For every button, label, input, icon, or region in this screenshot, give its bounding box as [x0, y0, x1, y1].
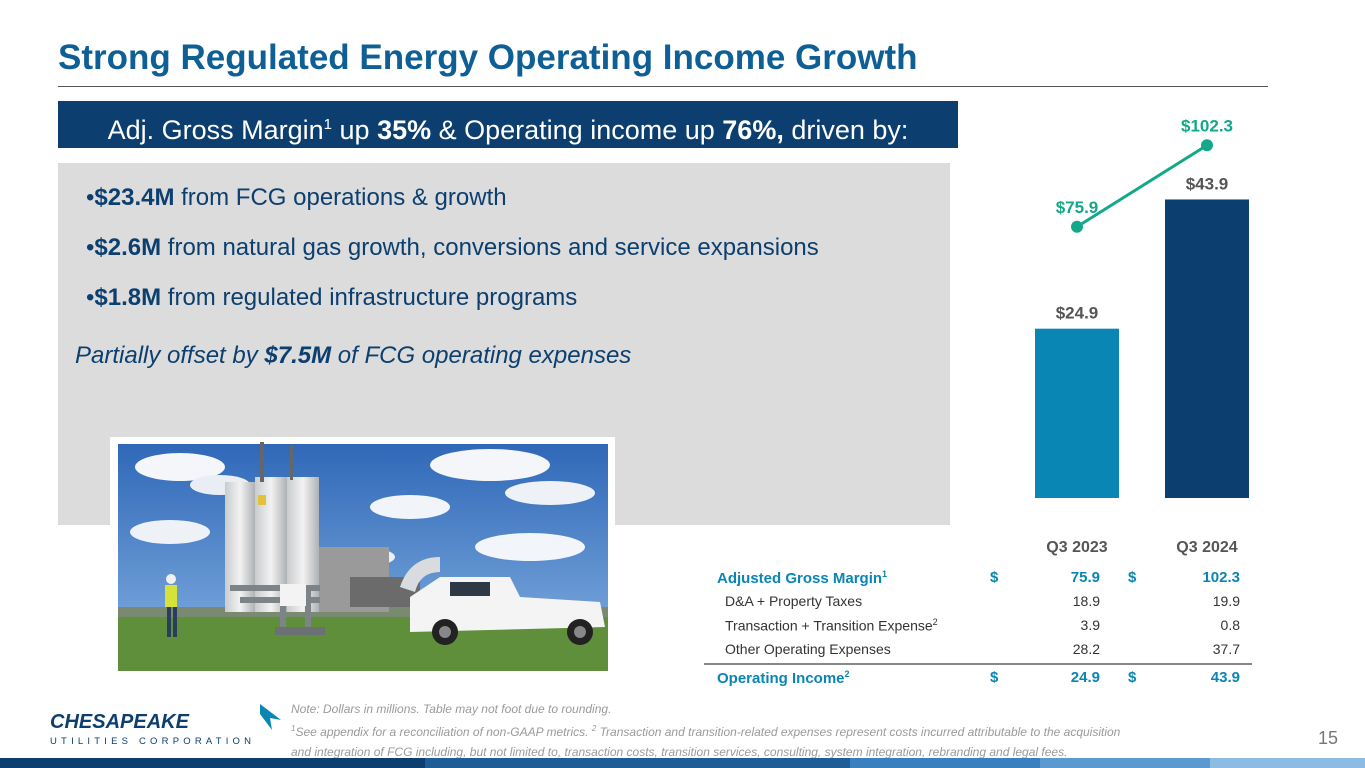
table-row: Operating Income2 $24.9 $43.9 — [712, 665, 1252, 689]
offset-text-post: of FCG operating expenses — [331, 342, 632, 369]
value-q3-2023: 3.9 — [1080, 617, 1100, 633]
bullet-amount: $2.6M — [94, 234, 162, 261]
footer-color-bar — [0, 758, 1365, 768]
bullet-marker: • — [86, 234, 95, 261]
value-q3-2023: 18.9 — [1072, 593, 1100, 609]
row-label-sup: 1 — [882, 569, 888, 579]
value-q3-2023: 24.9 — [1070, 669, 1100, 686]
category-label: Q3 2024 — [1176, 539, 1237, 556]
bar — [1035, 328, 1119, 498]
footer-segment — [1210, 758, 1365, 768]
category-label: Q3 2023 — [1046, 539, 1107, 556]
page-title: Strong Regulated Energy Operating Income… — [58, 38, 918, 77]
chesapeake-utilities-logo: CHESAPEAKE UTILITIES CORPORATION — [50, 704, 281, 747]
bullet-marker: • — [86, 184, 95, 211]
banner-text-4: driven by: — [783, 115, 909, 145]
line-point — [1201, 139, 1213, 152]
bar-value-label: $43.9 — [1186, 174, 1229, 193]
value-q3-2024: 0.8 — [1220, 617, 1240, 633]
bullet-item: •$23.4M from FCG operations & growth — [86, 184, 507, 212]
value-q3-2024: 43.9 — [1210, 669, 1240, 686]
footnote-text: See appendix for a reconciliation of non… — [295, 725, 592, 739]
banner-text-1: Adj. Gross Margin — [107, 115, 324, 145]
value-q3-2023: 75.9 — [1070, 569, 1100, 586]
table-row: Transaction + Transition Expense2 3.9 0.8 — [712, 613, 1252, 637]
offset-text-pre: Partially offset by — [75, 342, 265, 369]
bar — [1165, 199, 1249, 498]
footnote-line: Note: Dollars in millions. Table may not… — [291, 702, 612, 716]
footnote-text: Transaction and transition-related expen… — [596, 725, 1121, 739]
bullet-text: from FCG operations & growth — [174, 184, 507, 211]
table-total-rule — [704, 663, 1252, 665]
banner-text-3: & Operating income up — [431, 115, 723, 145]
value-q3-2024: 19.9 — [1212, 593, 1240, 609]
footnote-line: and integration of FCG including, but no… — [291, 745, 1068, 759]
row-label: Other Operating Expenses — [725, 641, 891, 657]
line-segment — [1076, 143, 1208, 229]
line-value-label: $102.3 — [1181, 116, 1233, 135]
banner-pct-operating-income: 76%, — [722, 115, 784, 145]
bullet-amount: $23.4M — [94, 184, 175, 211]
footnote-sup: 2 — [591, 724, 597, 733]
line-point — [1071, 220, 1083, 233]
currency-symbol: $ — [1128, 669, 1137, 686]
logo-wordmark: CHESAPEAKE — [50, 711, 190, 733]
currency-symbol: $ — [1128, 569, 1137, 586]
footnote-line: 1See appendix for a reconciliation of no… — [291, 719, 1120, 742]
bullet-amount: $1.8M — [94, 284, 162, 311]
footer-segment — [425, 758, 850, 768]
footer-segment — [0, 758, 425, 768]
bullet-text: from regulated infrastructure programs — [161, 284, 578, 311]
income-table: Adjusted Gross Margin1 $75.9 $102.3 D&A + P… — [704, 565, 1252, 689]
operating-income-chart: $24.9 $43.9 $75.9 $102.3 Q3 2023 Q3 2024 — [1035, 116, 1249, 556]
banner-pct-gross-margin: 35% — [377, 115, 432, 145]
footer-segment — [850, 758, 1040, 768]
row-label: Operating Income2 — [717, 669, 850, 687]
title-divider — [58, 86, 1268, 87]
line-value-label: $75.9 — [1056, 198, 1099, 217]
table-row: D&A + Property Taxes 18.9 19.9 — [712, 589, 1252, 613]
bullet-marker: • — [86, 284, 95, 311]
bullet-item: •$2.6M from natural gas growth, conversi… — [86, 234, 819, 262]
bullet-text: from natural gas growth, conversions and… — [161, 234, 819, 261]
summary-banner: Adj. Gross Margin1 up 35% & Operating in… — [58, 101, 958, 148]
logo-heron-icon — [260, 704, 281, 730]
bullet-item: •$1.8M from regulated infrastructure pro… — [86, 284, 577, 312]
currency-symbol: $ — [990, 569, 999, 586]
footnote-sup: 1 — [291, 724, 296, 733]
bar-value-label: $24.9 — [1056, 304, 1099, 323]
banner-sup: 1 — [323, 116, 333, 133]
table-row: Adjusted Gross Margin1 $75.9 $102.3 — [712, 565, 1252, 589]
currency-symbol: $ — [990, 669, 999, 686]
row-label-sup: 2 — [932, 617, 938, 627]
footnote: Note: Dollars in millions. Table may not… — [291, 699, 1120, 762]
offset-amount: $7.5M — [264, 342, 332, 369]
row-label: Adjusted Gross Margin1 — [717, 569, 888, 587]
banner-text-2: up — [332, 115, 378, 145]
logo-subtitle: UTILITIES CORPORATION — [50, 736, 255, 747]
value-q3-2024: 102.3 — [1202, 569, 1240, 586]
footer-segment — [1040, 758, 1210, 768]
table-row: Other Operating Expenses 28.2 37.7 — [712, 637, 1252, 661]
page-number: 15 — [1318, 728, 1339, 748]
offset-note: Partially offset by $7.5M of FCG operati… — [75, 342, 631, 370]
value-q3-2024: 37.7 — [1212, 641, 1240, 657]
row-label: D&A + Property Taxes — [725, 593, 863, 609]
row-label-sup: 2 — [844, 669, 850, 679]
row-label: Transaction + Transition Expense2 — [725, 617, 938, 634]
value-q3-2023: 28.2 — [1072, 641, 1100, 657]
facility-photo — [110, 437, 615, 677]
